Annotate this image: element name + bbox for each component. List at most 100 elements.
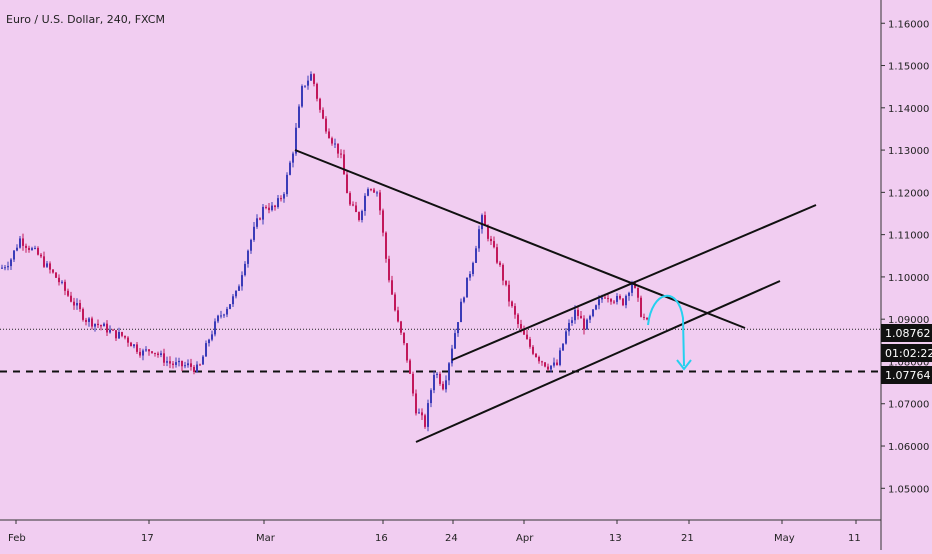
candle <box>505 280 507 287</box>
candle <box>532 344 534 356</box>
candle <box>568 319 570 336</box>
candle <box>223 313 225 318</box>
candle <box>442 381 444 391</box>
candle <box>478 225 480 252</box>
candle <box>304 85 306 88</box>
candle <box>115 330 117 342</box>
candle <box>403 332 405 346</box>
candle <box>571 316 573 326</box>
candle <box>244 261 246 277</box>
candle <box>37 246 39 256</box>
candle <box>580 310 582 319</box>
price-tick-label: 1.14000 <box>888 104 929 115</box>
candle <box>535 352 537 358</box>
candle <box>166 356 168 367</box>
candle <box>145 346 147 352</box>
trendline-channel-lower[interactable] <box>415 280 781 443</box>
candle <box>142 348 144 361</box>
candle <box>241 271 243 291</box>
candle <box>349 191 351 206</box>
time-axis[interactable]: Feb 17 Mar 16 24 Apr 13 21 May 11 <box>8 520 861 544</box>
candle <box>40 252 42 259</box>
candle <box>352 201 354 207</box>
candle <box>193 365 195 375</box>
candle <box>364 193 366 216</box>
candle <box>331 136 333 146</box>
candle <box>175 357 177 368</box>
candle <box>589 314 591 324</box>
candle <box>445 375 447 393</box>
candle <box>547 363 549 372</box>
candle <box>337 143 339 158</box>
candle <box>229 304 231 310</box>
candle <box>415 389 417 416</box>
candle <box>103 322 105 327</box>
candle <box>217 314 219 324</box>
candle <box>118 327 120 340</box>
candle <box>307 75 309 90</box>
candle <box>154 352 156 357</box>
candle <box>553 357 555 368</box>
candle <box>187 359 189 368</box>
candle <box>274 204 276 211</box>
candle <box>112 328 114 331</box>
candle <box>70 291 72 303</box>
candle <box>625 294 627 309</box>
candle <box>100 324 102 331</box>
candle <box>271 201 273 212</box>
candle <box>622 297 624 307</box>
candle <box>19 235 21 249</box>
candle <box>196 361 198 373</box>
time-tick-label: 13 <box>609 533 622 544</box>
trendline-descending-resistance[interactable] <box>294 149 746 329</box>
candle <box>379 189 381 215</box>
candle <box>28 245 30 253</box>
candle <box>469 271 471 281</box>
candle <box>610 298 612 305</box>
plot-area[interactable] <box>0 71 881 443</box>
candle <box>88 317 90 327</box>
trendline-channel-upper[interactable] <box>451 204 817 361</box>
candle <box>136 341 138 354</box>
candle <box>529 336 531 349</box>
time-tick-label: 17 <box>141 533 154 544</box>
candle <box>34 245 36 250</box>
candle <box>550 365 552 373</box>
candle <box>457 322 459 337</box>
candle <box>160 350 162 358</box>
candle <box>310 71 312 81</box>
candle <box>394 292 396 312</box>
candle <box>577 305 579 320</box>
candle <box>439 371 441 386</box>
candle <box>121 331 123 338</box>
candle <box>412 371 414 397</box>
candle <box>448 362 450 386</box>
candle <box>31 246 33 251</box>
candle <box>616 293 618 305</box>
candle <box>172 361 174 369</box>
candle <box>61 280 63 285</box>
candle <box>559 347 561 367</box>
candle <box>262 203 264 225</box>
candle <box>64 279 66 296</box>
candle <box>526 329 528 340</box>
candle <box>367 187 369 197</box>
price-tick-label: 1.13000 <box>888 146 929 157</box>
candle <box>430 388 432 408</box>
candle <box>163 348 165 367</box>
candle <box>646 317 648 321</box>
price-tick-label: 1.10000 <box>888 273 929 284</box>
candle <box>418 408 420 414</box>
candle <box>22 233 24 251</box>
candle <box>472 261 474 277</box>
candle <box>286 172 288 197</box>
candle <box>202 354 204 365</box>
price-axis[interactable]: 1.05000 1.06000 1.07000 1.08000 1.09000 1.100… <box>881 19 929 495</box>
candle <box>256 214 258 229</box>
candle <box>637 287 639 302</box>
candle <box>73 297 75 310</box>
candle <box>97 319 99 329</box>
candle <box>283 192 285 203</box>
